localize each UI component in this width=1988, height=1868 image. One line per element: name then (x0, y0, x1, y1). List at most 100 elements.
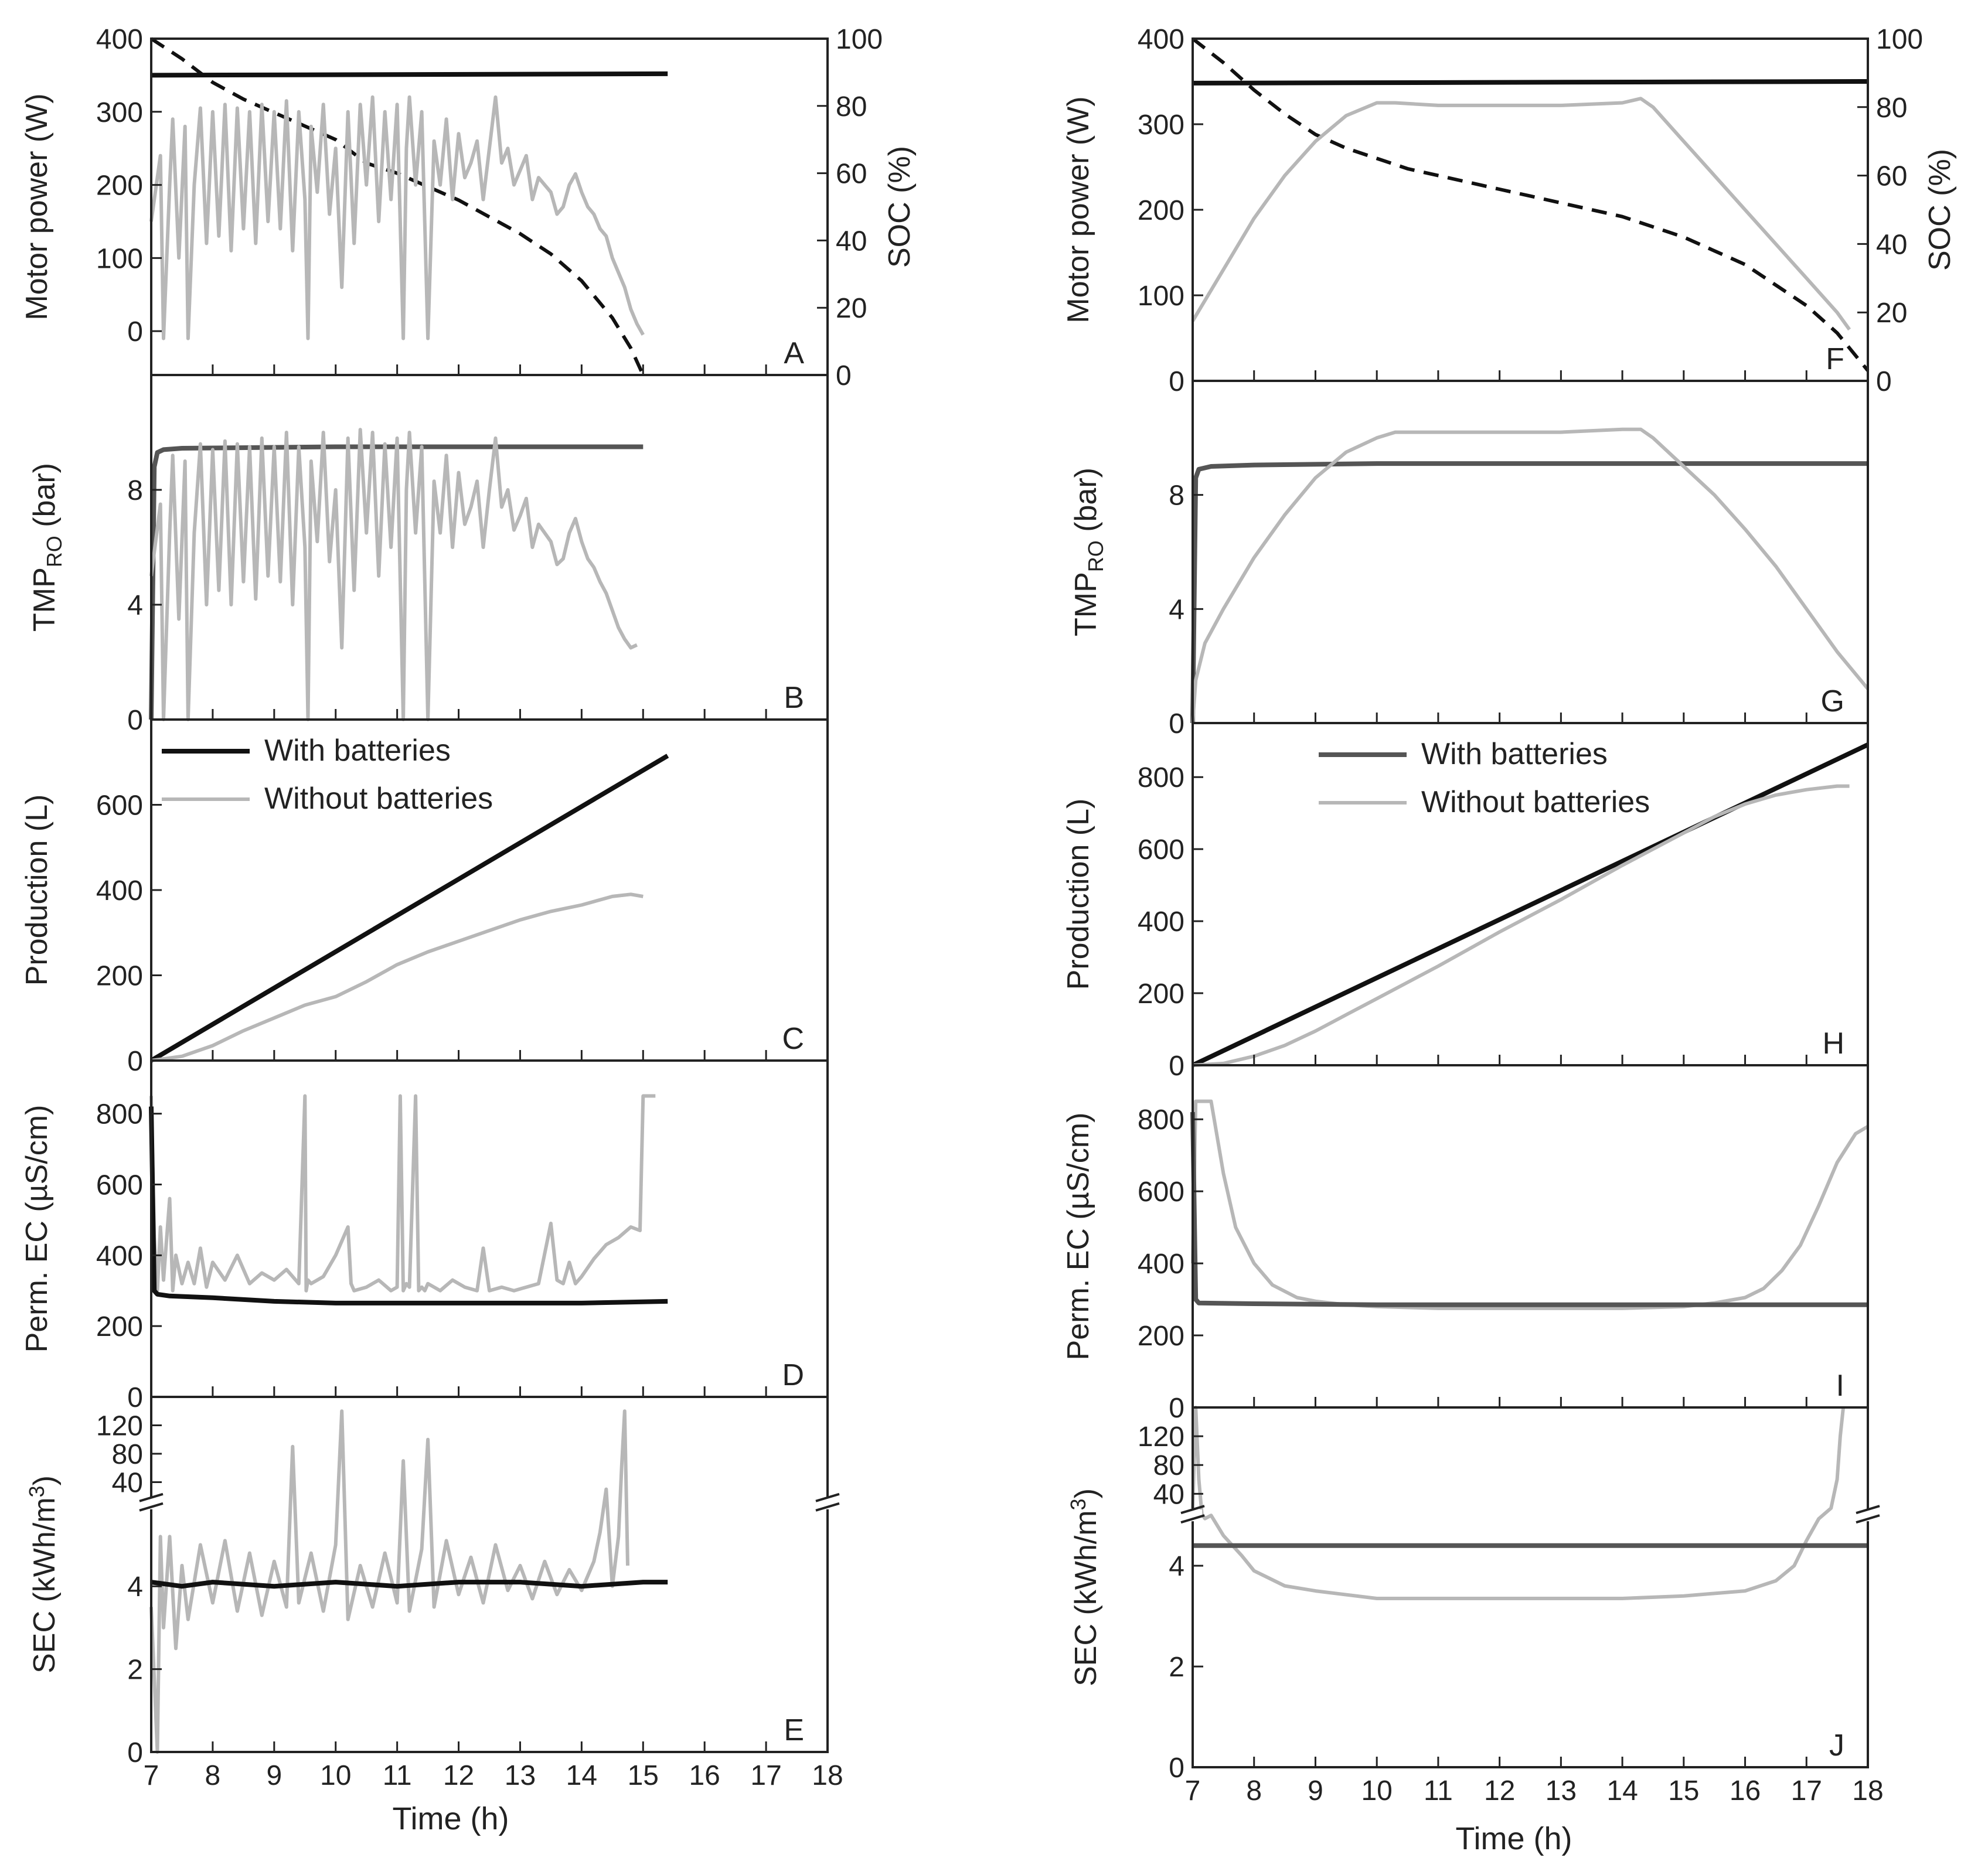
y2-axis-label-A: SOC (%) (883, 146, 917, 268)
y-tick-label-D-3: 600 (96, 1170, 143, 1201)
y-tick-label-A-1: 100 (96, 243, 143, 274)
y-tick-label-I-1: 200 (1138, 1321, 1184, 1352)
y-tick-label-upper-J-1: 80 (1153, 1450, 1184, 1481)
plot-frame-E (150, 1396, 829, 1753)
x-tick-label-J-4: 11 (1424, 1775, 1453, 1806)
series-line-C-0 (149, 754, 669, 1063)
y-tick-label-upper-J-2: 120 (1138, 1422, 1184, 1453)
y-axis-label-B: TMPRO (bar) (28, 463, 66, 632)
y-tick-label-D-0: 0 (127, 1382, 143, 1413)
y-tick-label-B-0: 0 (127, 705, 143, 736)
y-tick-label-A-3: 300 (96, 97, 143, 128)
y2-tick-label-A-3: 60 (836, 159, 867, 190)
x-tick-label-J-7: 14 (1606, 1775, 1638, 1806)
panel-label-C: C (782, 1022, 804, 1056)
y-tick-label-G-1: 4 (1169, 594, 1184, 625)
series-line-A-0 (151, 71, 668, 78)
y-axis-label-E: SEC (kWh/m3) (25, 1475, 62, 1673)
x-tick-label-E-1: 8 (205, 1760, 221, 1791)
y-tick-label-H-1: 200 (1138, 979, 1184, 1010)
x-tick-label-E-3: 10 (320, 1760, 351, 1791)
x-tick-label-J-1: 8 (1246, 1775, 1262, 1806)
x-tick-label-J-10: 17 (1791, 1775, 1822, 1806)
y-tick-label-G-2: 8 (1169, 480, 1184, 512)
series-line-I-1 (1190, 1112, 1868, 1307)
y-tick-label-upper-J-0: 40 (1153, 1479, 1184, 1510)
panel-F: 0 100 200 300 400 0 20 40 60 80 100 SOC (%) Motor po… (1061, 24, 1957, 397)
y-tick-label-D-2: 400 (96, 1240, 143, 1272)
plot-frame-C (150, 718, 829, 1062)
series-line-B-1 (149, 428, 638, 721)
y-tick-label-upper-E-1: 80 (112, 1439, 143, 1470)
y2-tick-label-F-0: 0 (1876, 366, 1892, 397)
axis-break-mark-J-0b (1180, 1514, 1205, 1524)
x-tick-label-E-0: 7 (144, 1760, 159, 1791)
y-tick-label-J-0: 0 (1169, 1753, 1184, 1784)
panel-label-A: A (784, 336, 804, 370)
x-axis-label-right: Time (h) (1456, 1821, 1572, 1856)
y-tick-label-B-1: 4 (127, 590, 143, 621)
y-tick-label-I-4: 800 (1138, 1105, 1184, 1136)
panel-label-H: H (1822, 1027, 1844, 1061)
axis-break-mark-J-0a (1180, 1505, 1205, 1515)
series-line-J-0 (1191, 1406, 1846, 1600)
series-line-F-2 (1191, 97, 1851, 331)
panel-label-F: F (1826, 342, 1844, 376)
x-axis-label-left: Time (h) (393, 1801, 509, 1836)
panel-H: 0 200 400 600 800 Production (L) H With batteri… (1061, 722, 1869, 1082)
y-tick-label-C-0: 0 (127, 1046, 143, 1077)
panel-label-G: G (1821, 684, 1844, 718)
y-tick-label-G-0: 0 (1169, 708, 1184, 739)
y-tick-label-A-4: 400 (96, 24, 143, 55)
y-tick-label-I-3: 600 (1138, 1177, 1184, 1208)
panel-label-I: I (1836, 1369, 1844, 1403)
y-tick-label-H-4: 800 (1138, 762, 1184, 793)
series-line-H-0 (1192, 742, 1869, 1068)
x-tick-label-J-6: 13 (1546, 1775, 1577, 1806)
y2-tick-label-F-4: 80 (1876, 93, 1907, 124)
series-line-H-1 (1192, 784, 1850, 1067)
panel-C: 0 200 400 600 Production (L) C With batteries W… (20, 718, 829, 1077)
y-tick-label-A-0: 0 (127, 316, 143, 347)
series-line-D-0 (149, 1094, 656, 1293)
y-tick-label-F-2: 200 (1138, 195, 1184, 226)
y-axis-label-H: Production (L) (1061, 799, 1095, 990)
x-tick-label-E-11: 18 (812, 1760, 843, 1791)
y-tick-label-I-2: 400 (1138, 1249, 1184, 1280)
y-tick-label-J-2: 4 (1169, 1551, 1184, 1582)
y-tick-label-E-1: 2 (127, 1655, 143, 1686)
panel-label-E: E (784, 1713, 804, 1747)
y-axis-label-J: SEC (kWh/m3) (1066, 1488, 1103, 1686)
y2-tick-label-F-5: 100 (1876, 24, 1923, 55)
x-tick-label-J-5: 12 (1484, 1775, 1515, 1806)
y2-tick-label-F-3: 60 (1876, 161, 1907, 192)
series-line-I-0 (1191, 1099, 1869, 1310)
y-tick-label-J-1: 2 (1169, 1652, 1184, 1683)
series-line-A-2 (149, 95, 645, 340)
axis-break-mark-E-0b (139, 1502, 164, 1512)
series-line-G-1 (1191, 427, 1870, 724)
series-line-B-0 (149, 444, 644, 720)
x-tick-label-E-4: 11 (383, 1760, 412, 1791)
y-axis-label-G: TMPRO (bar) (1069, 468, 1108, 636)
y2-tick-label-A-0: 0 (836, 360, 852, 391)
y2-axis-label-F: SOC (%) (1923, 149, 1957, 271)
series-line-D-1 (149, 1106, 668, 1305)
y-tick-label-D-4: 800 (96, 1099, 143, 1130)
legend-label-H-0: With batteries (1421, 737, 1608, 771)
x-tick-label-J-11: 18 (1852, 1775, 1883, 1806)
y-tick-label-F-1: 100 (1138, 281, 1184, 312)
y-tick-label-D-1: 200 (96, 1311, 143, 1342)
legend-label-H-1: Without batteries (1421, 785, 1650, 819)
y-tick-label-upper-E-2: 120 (96, 1410, 143, 1441)
panel-G: 0 4 8 TMPRO (bar) G (1069, 380, 1870, 739)
y2-tick-label-A-5: 100 (836, 24, 883, 55)
x-tick-label-J-3: 10 (1361, 1775, 1392, 1806)
y-tick-label-B-2: 8 (127, 475, 143, 506)
series-line-F-0 (1192, 79, 1868, 86)
y-tick-label-H-3: 600 (1138, 834, 1184, 865)
x-tick-label-J-8: 15 (1668, 1775, 1699, 1806)
y-tick-label-A-2: 200 (96, 171, 143, 202)
